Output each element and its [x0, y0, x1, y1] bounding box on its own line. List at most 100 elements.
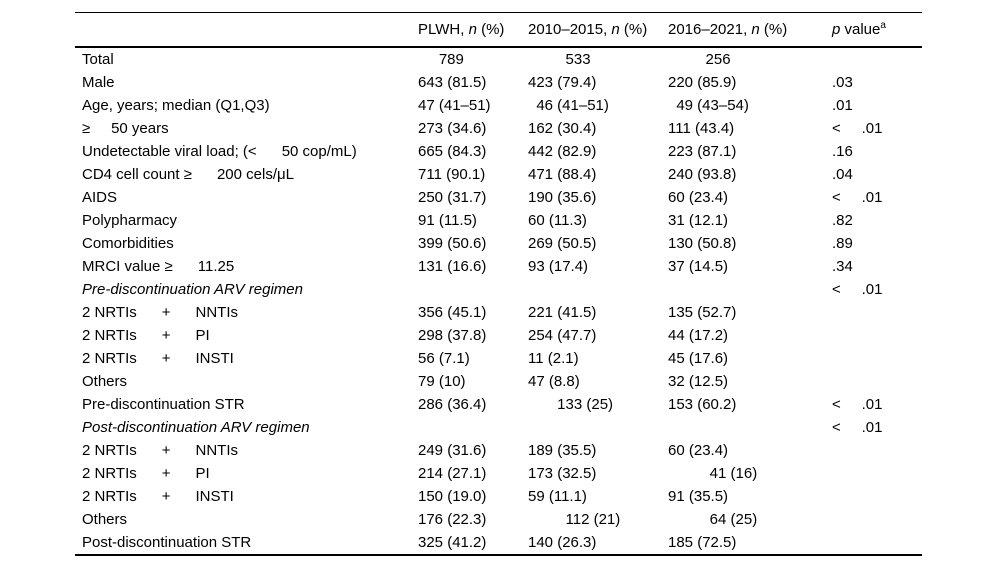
- cell-2010-2015: 221 (41.5): [528, 304, 597, 321]
- column-header-2010-2015-pct: (%): [619, 21, 648, 38]
- table-row: 2 NRTIs + PI 214 (27.1) 173 (32.5) 41 (16): [75, 462, 922, 485]
- cell-p-value: .34: [832, 258, 853, 275]
- table-row: Pre-discontinuation ARV regimen < .01: [75, 278, 922, 301]
- row-label: 2 NRTIs + INSTI: [82, 488, 234, 505]
- row-label: Age, years; median (Q1,Q3): [82, 97, 270, 114]
- table-row: 2 NRTIs + NNTIs 356 (45.1) 221 (41.5) 135 (…: [75, 301, 922, 324]
- table-row: 2 NRTIs + INSTI 150 (19.0) 59 (11.1) 91 (35…: [75, 485, 922, 508]
- table-row: Total 789 533 256: [75, 48, 922, 71]
- table-row: Pre-discontinuation STR 286 (36.4) 133 (2…: [75, 393, 922, 416]
- table-row: Others 79 (10) 47 (8.8) 32 (12.5): [75, 370, 922, 393]
- table-header-row: PLWH, n (%) 2010–2015, n (%) 2016–2021, …: [75, 13, 922, 48]
- row-label: 2 NRTIs + PI: [82, 465, 210, 482]
- cell-plwh: 789: [418, 51, 464, 68]
- column-header-2016-2021-pct: (%): [759, 21, 788, 38]
- cell-p-value: .04: [832, 166, 853, 183]
- table-row: Age, years; median (Q1,Q3) 47 (41–51) 46 …: [75, 94, 922, 117]
- row-label: Total: [82, 51, 114, 68]
- cell-2010-2015: 46 (41–51): [528, 97, 609, 114]
- cell-2016-2021: 45 (17.6): [668, 350, 729, 367]
- table-row: MRCI value ≥ 11.25 131 (16.6) 93 (17.4) 37 …: [75, 255, 922, 278]
- cell-2016-2021: 111 (43.4): [668, 120, 735, 137]
- cell-2010-2015: 59 (11.1): [528, 488, 587, 505]
- cell-2016-2021: 240 (93.8): [668, 166, 737, 183]
- cell-plwh: 56 (7.1): [418, 350, 470, 367]
- table-row: CD4 cell count ≥ 200 cels/μL 711 (90.1) 47…: [75, 163, 922, 186]
- cell-2010-2015: 140 (26.3): [528, 534, 597, 551]
- cell-2016-2021: 32 (12.5): [668, 373, 729, 390]
- row-label: Polypharmacy: [82, 212, 178, 229]
- cell-2016-2021: 220 (85.9): [668, 74, 737, 91]
- cell-2016-2021: 223 (87.1): [668, 143, 737, 160]
- table-row: Others 176 (22.3) 112 (21) 64 (25): [75, 508, 922, 531]
- column-header-p: p: [832, 21, 841, 38]
- cell-2010-2015: 133 (25): [528, 396, 614, 413]
- row-label: Male: [82, 74, 115, 91]
- footnote-marker-a: a: [880, 20, 886, 31]
- cell-p-value: .89: [832, 235, 853, 252]
- cell-p-value: < .01: [832, 120, 883, 137]
- cell-2016-2021: 135 (52.7): [668, 304, 737, 321]
- column-header-plwh: PLWH, n (%): [418, 22, 528, 37]
- row-label: 2 NRTIs + NNTIs: [82, 304, 238, 321]
- row-label: 2 NRTIs + INSTI: [82, 350, 234, 367]
- cell-2010-2015: 173 (32.5): [528, 465, 597, 482]
- cell-plwh: 711 (90.1): [418, 166, 486, 183]
- cell-2010-2015: 93 (17.4): [528, 258, 589, 275]
- cell-2010-2015: 423 (79.4): [528, 74, 597, 91]
- cell-plwh: 47 (41–51): [418, 97, 491, 114]
- cell-2010-2015: 533: [528, 51, 591, 68]
- cell-p-value: < .01: [832, 396, 883, 413]
- table-row: Male 643 (81.5) 423 (79.4) 220 (85.9) .03: [75, 71, 922, 94]
- cell-plwh: 399 (50.6): [418, 235, 487, 252]
- cell-2010-2015: 269 (50.5): [528, 235, 597, 252]
- cell-2016-2021: 49 (43–54): [668, 97, 749, 114]
- cell-2016-2021: 60 (23.4): [668, 189, 729, 206]
- cell-2016-2021: 64 (25): [668, 511, 758, 528]
- table-row: Post-discontinuation STR 325 (41.2) 140 (2…: [75, 531, 922, 554]
- cell-2010-2015: 190 (35.6): [528, 189, 597, 206]
- row-label: Others: [82, 373, 128, 390]
- column-header-2010-2015-n: n: [611, 21, 620, 38]
- table-row: 2 NRTIs + NNTIs 249 (31.6) 189 (35.5) 60 (2…: [75, 439, 922, 462]
- column-header-2016-2021-n: n: [751, 21, 760, 38]
- cell-2010-2015: 254 (47.7): [528, 327, 597, 344]
- row-label: 2 NRTIs + PI: [82, 327, 210, 344]
- cell-2010-2015: 47 (8.8): [528, 373, 580, 390]
- table-row: 2 NRTIs + PI 298 (37.8) 254 (47.7) 44 (17.2…: [75, 324, 922, 347]
- cell-plwh: 273 (34.6): [418, 120, 487, 137]
- row-label: CD4 cell count ≥ 200 cels/μL: [82, 166, 294, 183]
- table-row: Comorbidities 399 (50.6) 269 (50.5) 130 (50…: [75, 232, 922, 255]
- cell-plwh: 214 (27.1): [418, 465, 487, 482]
- table-row: Post-discontinuation ARV regimen < .01: [75, 416, 922, 439]
- cell-p-value: < .01: [832, 189, 883, 206]
- column-header-p-value: p valuea: [832, 20, 922, 38]
- row-label: Others: [82, 511, 128, 528]
- cell-plwh: 131 (16.6): [418, 258, 487, 275]
- row-label: Undetectable viral load; (< 50 cop/mL): [82, 143, 357, 160]
- cell-2016-2021: 60 (23.4): [668, 442, 729, 459]
- table-row: Undetectable viral load; (< 50 cop/mL) 66…: [75, 140, 922, 163]
- cell-plwh: 150 (19.0): [418, 488, 487, 505]
- cell-plwh: 643 (81.5): [418, 74, 487, 91]
- row-label: Pre-discontinuation ARV regimen: [82, 281, 303, 298]
- column-header-p-value-text: value: [840, 21, 881, 38]
- row-label: 2 NRTIs + NNTIs: [82, 442, 238, 459]
- table-body: Total 789 533 256 Male 643 (81.5) 423 (79.4…: [75, 48, 922, 554]
- column-header-2016-2021: 2016–2021, n (%): [668, 22, 832, 37]
- cell-2016-2021: 31 (12.1): [668, 212, 729, 229]
- cell-plwh: 286 (36.4): [418, 396, 487, 413]
- cell-2010-2015: 112 (21): [528, 511, 621, 528]
- column-header-plwh-text: PLWH,: [418, 21, 469, 38]
- cell-plwh: 249 (31.6): [418, 442, 487, 459]
- cell-2016-2021: 185 (72.5): [668, 534, 737, 551]
- cell-2016-2021: 37 (14.5): [668, 258, 729, 275]
- cell-p-value: .03: [832, 74, 853, 91]
- cell-2010-2015: 11 (2.1): [528, 350, 579, 367]
- row-label: Post-discontinuation ARV regimen: [82, 419, 310, 436]
- cell-p-value: .01: [832, 97, 853, 114]
- cell-2016-2021: 256: [668, 51, 731, 68]
- table-row: Polypharmacy 91 (11.5) 60 (11.3) 31 (12.1).…: [75, 209, 922, 232]
- cell-plwh: 91 (11.5): [418, 212, 477, 229]
